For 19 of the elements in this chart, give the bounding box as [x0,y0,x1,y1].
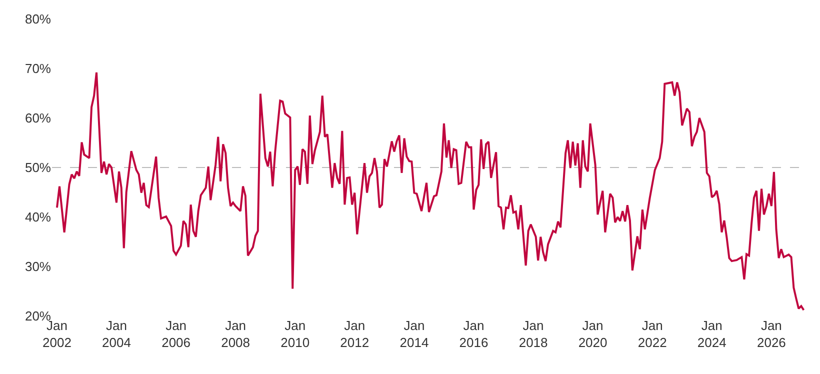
y-tick-label: 70% [24,61,52,76]
x-tick-label: Jan 2010 [280,318,310,350]
x-tick-label: Jan 2018 [518,318,548,350]
y-tick-label: 50% [24,160,52,176]
x-tick-label: Jan 2004 [102,318,131,350]
line-series [56,71,805,312]
y-tick-label: 40% [24,210,52,225]
x-tick-label: Jan 2026 [756,318,786,350]
x-tick-label: Jan 2014 [400,318,429,350]
x-tick-label: Jan 2012 [340,318,370,350]
x-tick-label: Jan 2020 [578,318,608,350]
y-tick-label: 30% [24,259,52,274]
x-tick-label: Jan 2024 [697,318,726,350]
y-tick-label: 80% [24,12,52,27]
x-tick-label: Jan 2022 [638,318,667,350]
x-tick-label: Jan 2008 [221,318,250,350]
y-tick-label: 60% [24,110,52,126]
x-tick-label: Jan 2016 [459,318,488,350]
x-tick-label: Jan 2006 [162,318,191,350]
